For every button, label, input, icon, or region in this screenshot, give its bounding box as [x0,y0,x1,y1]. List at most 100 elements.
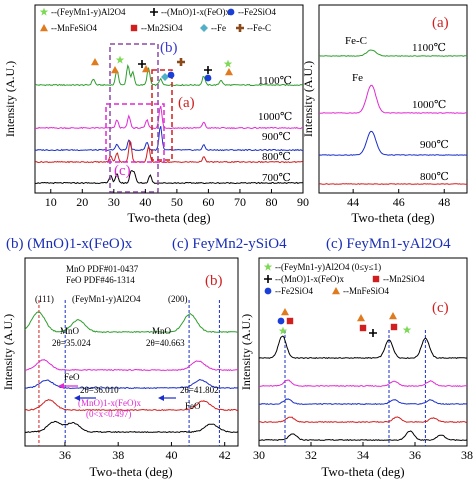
peak-marker [138,60,146,68]
legend-square-icon [130,24,138,32]
legend-label: --(MnO)1-x(FeO)x [161,7,230,17]
region-box-c [105,103,165,163]
b-ann-feo-1-theta: 2θ=36.010 [80,385,119,395]
peak-marker [225,68,233,76]
series-line [34,170,304,185]
series-line [24,399,239,412]
x-tick-label: 90 [297,195,309,209]
series-line [24,359,238,372]
b-ann-feo-2: FeO [185,401,201,411]
panel-c-series [258,335,468,441]
x-tick-label: 40 [165,448,177,462]
legend-label: --(FeyMn1-y)Al2O4 (0≤y≤1) [275,262,381,272]
legend-square-icon [372,275,380,283]
x-tick-label: 40 [139,195,151,209]
b-arrow-2-head [74,395,80,401]
x-tick-label: 80 [265,195,277,209]
series-line [258,416,468,423]
b-ann-mno-2: MnO [152,326,172,336]
panel-b-label: (b) [205,273,223,289]
panel-b-xlabel: Two-theta (deg) [89,464,172,479]
legend-cross-icon [236,24,244,32]
series-label: 1100℃ [412,42,446,54]
b-ann-mno-2-theta: 2θ=40.663 [146,338,185,348]
main-series [34,63,304,185]
peak-marker [359,324,367,332]
series-label: 1000℃ [412,99,446,111]
x-tick-label: 30 [253,448,265,462]
b-ann-200: (200) [168,294,188,304]
peak-marker [204,74,212,82]
series-line [35,105,303,130]
peak-marker [91,58,99,66]
main-xlabel: Two-theta (deg) [127,210,210,225]
panel-a-series-labels: 1100℃ 1000℃ 900℃ 800℃ [412,42,449,183]
b-ann-mno-1-theta: 2θ=35.024 [52,338,91,348]
series-line [258,335,468,359]
b-ann-mno-1: MnO [60,326,80,336]
panel-a-xlabel: Two-theta (deg) [351,210,434,225]
series-label: 800℃ [420,171,449,183]
peak-marker [277,317,285,325]
annotation-a: (a) [178,95,195,111]
series-line [258,430,468,441]
x-tick-label: 20 [76,195,88,209]
panel-b-x-axis: 36 38 40 42 [59,442,231,462]
x-tick-label: 70 [234,195,246,209]
x-tick-label: 44 [347,195,359,209]
main-x-axis: 10 20 30 40 50 60 70 80 90 [45,189,309,209]
legend-label: --MnFeSiO4 [51,23,98,33]
series-line [34,63,304,87]
peak-marker [389,312,397,320]
series-label: 1100℃ [258,75,292,87]
x-tick-label: 10 [45,195,57,209]
main-series-labels: 1100℃ 1000℃ 900℃ 800℃ 700℃ [258,75,292,184]
series-line [24,311,239,334]
series-label: 900℃ [420,139,449,151]
legend-label: --Mn2SiO4 [383,274,425,284]
panel-c-ylabel: Intensity (A.U.) [239,314,253,390]
panel-a-x-axis: 44 46 48 [347,189,450,209]
legend-triangle-icon [332,287,340,295]
series-line [24,379,239,390]
peak-marker [161,73,169,81]
panel-a: (a) Fe-C Fe 1100℃ 1000℃ 900℃ 800℃ 44 46 48 Tw… [301,4,468,225]
peak-marker [223,59,233,68]
panel-c-xlabel: Two-theta (deg) [321,464,404,479]
panel-c-reference-lines [284,330,426,446]
pdf-mno: MnO PDF#01-0437 [66,264,139,274]
series-label: 1000℃ [258,111,292,123]
x-tick-label: 36 [409,448,421,462]
panel-a-label: (a) [432,15,449,31]
main-plot-frame [34,4,304,194]
x-tick-label: 48 [438,195,450,209]
peak-marker [204,66,212,74]
banner: (b) (MnO)1-x(FeO)x (c) FeyMn2-ySiO4 (c) … [0,229,474,254]
main-ylabel: Intensity (A.U.) [3,61,17,137]
legend-label: --(MnO)1-x(FeO)x [275,274,344,284]
x-tick-label: 46 [393,195,405,209]
panel-c-peak-markers [277,308,412,337]
annotation-c: (c) [114,163,131,179]
main-peak-markers [91,55,233,82]
region-box-a [151,69,173,161]
pdf-feo: FeO PDF#46-1314 [66,275,135,285]
peak-marker [167,71,175,79]
legend-plus-icon [264,275,272,283]
legend-star-icon [263,262,273,271]
series-line [34,139,304,164]
legend-circle-icon [227,8,235,16]
legend-star-icon [39,7,49,16]
peak-marker [111,66,119,74]
legend-diamond-icon [200,24,208,32]
fe-label: Fe [352,72,363,84]
banner-b: (b) (MnO)1-x(FeO)x [6,236,133,252]
peak-marker [177,58,185,66]
b-arrows [58,383,176,401]
series-line [258,398,468,405]
x-tick-label: 32 [305,448,317,462]
main-legend: --(FeyMn1-y)Al2O4 --(MnO)1-x(FeO)x --Fe2Si… [39,7,276,33]
x-tick-label: 34 [357,448,369,462]
x-tick-label: 36 [59,448,71,462]
peak-marker [402,325,412,334]
